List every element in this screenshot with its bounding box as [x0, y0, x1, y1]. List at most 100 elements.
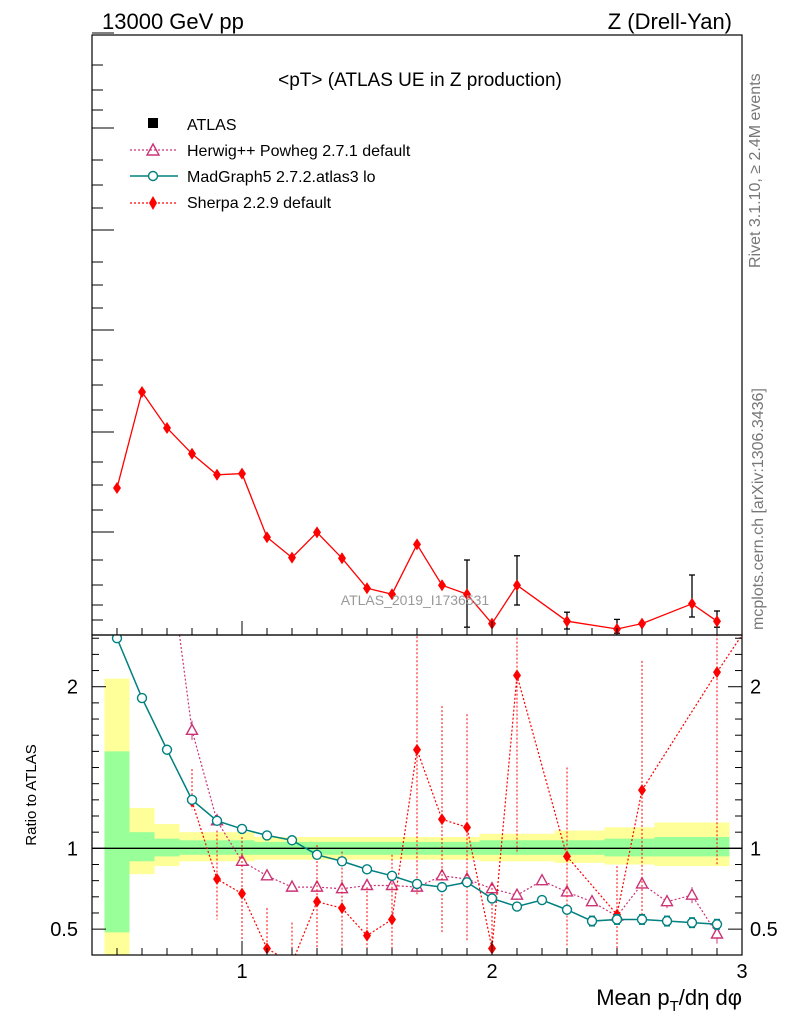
madgraph-point — [136, 692, 148, 704]
sherpa-point — [163, 422, 171, 434]
legend: ATLAS Herwig++ Powheg 2.7.1 default MadG… — [130, 117, 411, 212]
herwig-point — [185, 722, 199, 736]
sherpa-point — [688, 597, 696, 610]
ratio-y-axis-label: Ratio to ATLAS — [23, 744, 40, 845]
ratio-y-tick-label: 2 — [67, 677, 78, 699]
madgraph-point — [236, 823, 248, 835]
ratio-x-tick-label: 1 — [236, 961, 247, 983]
uncertainty-band-green — [104, 751, 130, 933]
sherpa-ratio-point — [288, 957, 296, 969]
madgraph-point — [211, 815, 223, 827]
plot-title: <pT> (ATLAS UE in Z production) — [278, 70, 562, 91]
legend-label-atlas: ATLAS — [187, 117, 237, 134]
sherpa-ratio-point — [438, 813, 446, 826]
sherpa-point — [263, 531, 271, 544]
analysis-watermark: ATLAS_2019_I1736531 — [341, 592, 490, 608]
sherpa-point — [213, 468, 221, 481]
sherpa-point — [113, 482, 121, 494]
sherpa-point — [188, 447, 196, 460]
madgraph-point — [486, 893, 498, 904]
sherpa-line — [116, 390, 718, 630]
legend-marker-madgraph — [147, 170, 159, 182]
madgraph-point — [586, 915, 598, 927]
sherpa-ratio-point — [388, 913, 396, 926]
sherpa-ratio-point — [213, 873, 221, 886]
ratio-x-tick-label: 2 — [486, 961, 497, 983]
madgraph-point — [161, 744, 173, 755]
herwig-point — [285, 879, 299, 892]
sherpa-point — [313, 526, 321, 539]
herwig-point — [710, 926, 724, 939]
sherpa-ratio-point — [463, 821, 471, 834]
sherpa-point — [288, 551, 296, 564]
herwig-point — [660, 894, 674, 907]
sherpa-point — [138, 386, 146, 398]
ratio-x-tick-label: 3 — [736, 961, 747, 983]
madgraph-point — [511, 901, 523, 912]
madgraph-point — [686, 917, 698, 928]
sherpa-ratio-point — [313, 895, 321, 908]
energy-label: 13000 GeV pp — [102, 9, 244, 34]
sherpa-ratio-point — [363, 929, 371, 942]
madgraph-point — [711, 919, 723, 930]
madgraph-point — [361, 864, 373, 875]
ratio-y-tick-label-right: 1 — [750, 838, 761, 860]
uncertainty-band-green — [154, 838, 180, 857]
madgraph-point — [536, 894, 548, 906]
legend-label-herwig: Herwig++ Powheg 2.7.1 default — [187, 143, 411, 160]
sherpa-ratio-point — [713, 666, 721, 679]
ratio-y-tick-label: 0.5 — [50, 919, 78, 941]
sherpa-ratio-point — [563, 850, 571, 863]
sherpa-point — [713, 615, 721, 628]
madgraph-point — [286, 835, 298, 846]
process-label: Z (Drell-Yan) — [608, 9, 732, 34]
sherpa-point — [638, 617, 646, 630]
sherpa-ratio-point — [638, 784, 646, 797]
herwig-point — [635, 876, 649, 889]
herwig-point — [535, 873, 549, 886]
herwig-point — [560, 884, 574, 897]
herwig-point — [260, 868, 274, 881]
uncertainty-band-green — [129, 832, 155, 862]
sherpa-ratio-point — [413, 743, 421, 756]
sherpa-ratio-point — [513, 669, 521, 682]
mcplots-label: mcplots.cern.ch [arXiv:1306.3436] — [750, 388, 767, 630]
madgraph-point — [261, 830, 273, 841]
madgraph-point — [411, 878, 423, 890]
sherpa-ratio-point — [238, 887, 246, 900]
madgraph-point — [661, 915, 673, 927]
x-axis-label: Mean pT/dη dφ — [596, 985, 742, 1015]
legend-label-sherpa: Sherpa 2.2.9 default — [187, 195, 332, 212]
madgraph-point — [611, 914, 623, 925]
sherpa-point — [563, 615, 571, 628]
sherpa-point — [238, 467, 246, 480]
madgraph-point — [561, 904, 573, 915]
madgraph-point — [336, 856, 348, 867]
uncertainty-band-green — [654, 837, 730, 857]
sherpa-point — [438, 579, 446, 592]
madgraph-point — [636, 914, 648, 925]
sherpa-point — [513, 579, 521, 592]
ratio-y-tick-label-right: 2 — [750, 677, 761, 699]
main-plot: <pT> (ATLAS UE in Z production) ATLAS_20… — [91, 32, 743, 636]
madgraph-point — [386, 870, 398, 882]
sherpa-ratio-point — [338, 902, 346, 915]
legend-marker-atlas — [148, 118, 158, 128]
uncertainty-band-green — [604, 838, 655, 857]
legend-label-madgraph: MadGraph5 2.7.2.atlas3 lo — [187, 169, 376, 186]
sherpa-point — [363, 582, 371, 595]
sherpa-point — [413, 538, 421, 551]
herwig-point — [510, 887, 524, 900]
sherpa-point — [463, 588, 471, 601]
madgraph-point — [436, 881, 448, 893]
sherpa-point — [388, 588, 396, 601]
legend-marker-sherpa — [149, 196, 157, 210]
legend-marker-herwig — [145, 142, 161, 156]
madgraph-point — [111, 635, 123, 644]
herwig-point — [360, 878, 374, 891]
madgraph-point — [461, 877, 473, 888]
herwig-point — [685, 887, 699, 900]
ratio-y-tick-label: 1 — [67, 838, 78, 860]
rivet-label: Rivet 3.1.10, ≥ 2.4M events — [747, 73, 764, 268]
